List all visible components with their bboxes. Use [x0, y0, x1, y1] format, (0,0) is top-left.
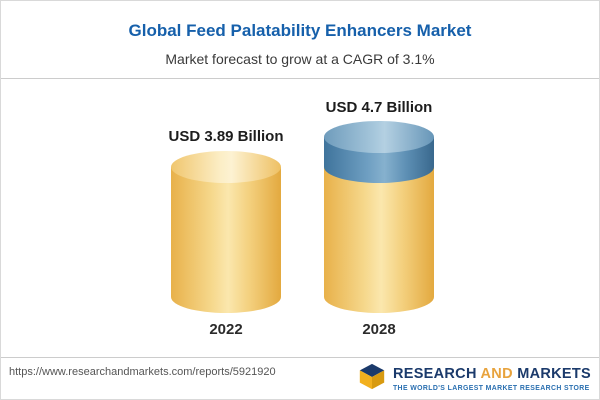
footer-divider: [1, 357, 599, 358]
logo-icon: [357, 361, 387, 396]
chart-title: Global Feed Palatability Enhancers Marke…: [128, 21, 472, 40]
logo-tagline: THE WORLD'S LARGEST MARKET RESEARCH STOR…: [392, 385, 590, 392]
bar-2022: [171, 151, 281, 313]
x-axis-label-2022: 2022: [209, 321, 243, 338]
bar-2028-body: [324, 161, 434, 313]
bar-2022-top: [171, 151, 281, 183]
report-url-link[interactable]: https://www.researchandmarkets.com/repor…: [9, 366, 276, 378]
logo-text: RESEARCH AND MARKETS THE WORLD'S LARGEST…: [393, 365, 591, 392]
logo-wordmark: RESEARCH AND MARKETS: [392, 366, 591, 382]
x-axis-label-2028: 2028: [362, 321, 396, 338]
bar-2028-top: [324, 121, 434, 153]
value-label-2028: USD 4.7 Billion: [325, 99, 433, 116]
brand-logo: RESEARCH AND MARKETS THE WORLD'S LARGEST…: [357, 361, 591, 396]
value-label-2022: USD 3.89 Billion: [168, 128, 284, 145]
chart-subtitle: Market forecast to grow at a CAGR of 3.1…: [165, 51, 435, 67]
header-divider: [1, 78, 599, 79]
bar-2028: [324, 121, 434, 313]
bar-2022-body: [171, 167, 281, 313]
